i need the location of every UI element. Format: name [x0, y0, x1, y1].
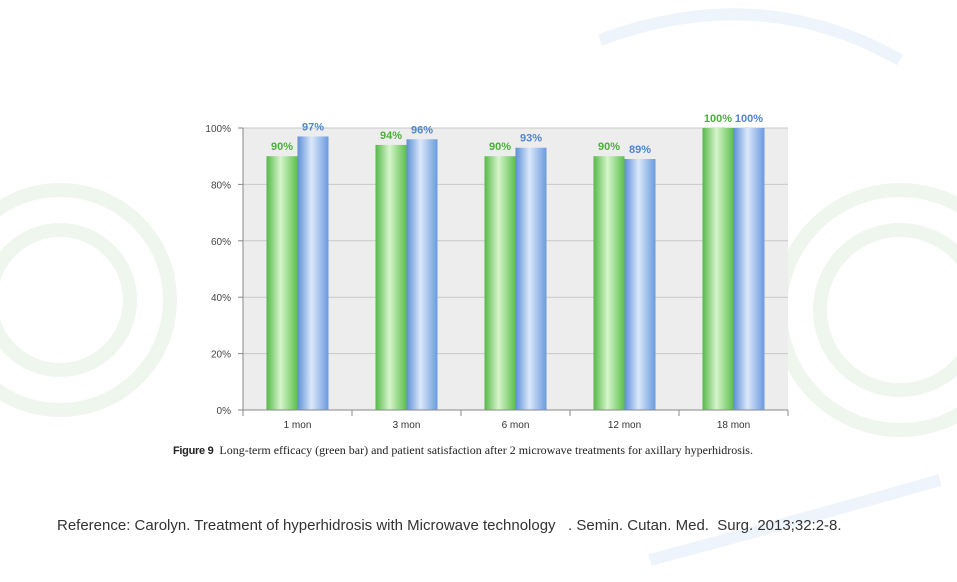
bar-efficacy-18-mon [702, 128, 734, 410]
x-tick-label: 6 mon [502, 420, 530, 431]
x-tick-label: 1 mon [284, 420, 312, 431]
data-label: 90% [598, 141, 620, 153]
data-label: 100% [704, 113, 732, 125]
bar-satisfaction-6-mon [515, 147, 547, 411]
y-tick-label: 40% [211, 293, 231, 304]
bar-satisfaction-3-mon [406, 139, 438, 410]
x-tick-label: 12 mon [608, 420, 641, 431]
reference-text: Reference: Carolyn. Treatment of hyperhi… [57, 517, 842, 534]
bar-efficacy-6-mon [484, 156, 516, 410]
bar-efficacy-12-mon [593, 156, 625, 410]
y-tick-label: 80% [211, 180, 231, 191]
y-tick-label: 100% [205, 124, 231, 135]
x-tick-label: 18 mon [717, 420, 750, 431]
data-label: 96% [411, 124, 433, 136]
data-label: 89% [629, 144, 651, 156]
bar-efficacy-3-mon [375, 144, 407, 411]
data-label: 97% [302, 121, 324, 133]
data-label: 90% [271, 141, 293, 153]
data-label: 100% [735, 113, 763, 125]
data-label: 94% [380, 130, 402, 142]
caption-text: Long-term efficacy (green bar) and patie… [219, 443, 753, 457]
y-tick-label: 20% [211, 350, 231, 361]
data-label: 93% [520, 133, 542, 145]
bar-efficacy-1-mon [266, 156, 298, 410]
figure-caption: Figure 9 Long-term efficacy (green bar) a… [173, 443, 873, 458]
data-label: 90% [489, 141, 511, 153]
y-tick-label: 0% [217, 406, 232, 417]
x-tick-label: 3 mon [393, 420, 421, 431]
bar-satisfaction-12-mon [624, 159, 656, 410]
y-tick-label: 60% [211, 237, 231, 248]
bar-satisfaction-18-mon [733, 128, 765, 410]
figure-label: Figure 9 [173, 445, 214, 457]
bar-satisfaction-1-mon [297, 136, 329, 410]
